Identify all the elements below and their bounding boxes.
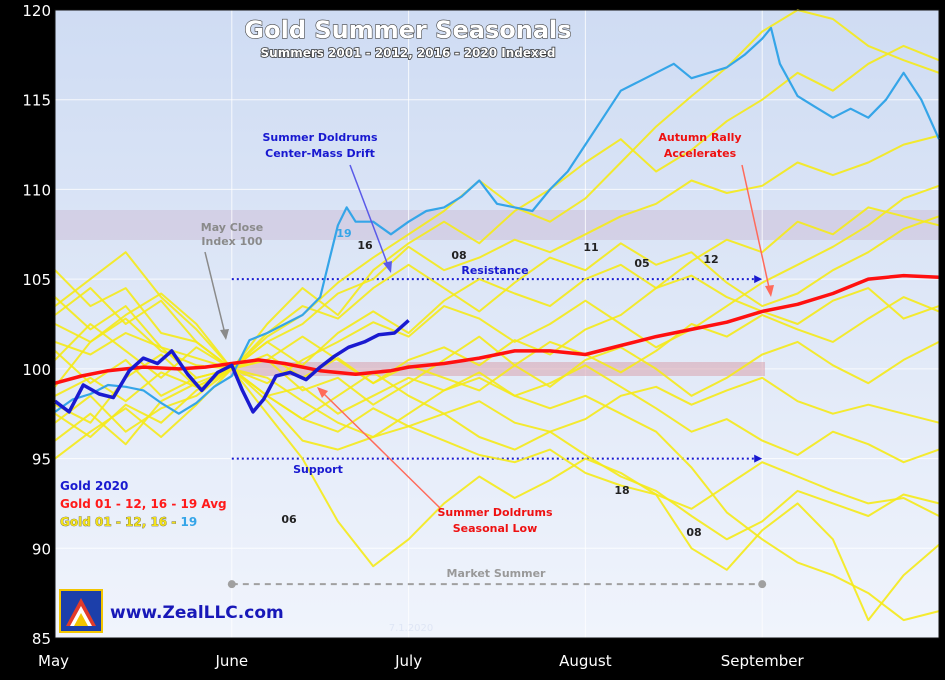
legend: Gold 2020 Gold 01 - 12, 16 - 19 Avg Gold… (60, 479, 227, 529)
y-tick-label: 95 (32, 451, 51, 469)
year-label-16: 16 (357, 239, 373, 252)
support-label: Support (293, 463, 343, 476)
annotation-may-close-arrow (204, 251, 227, 339)
annotation-doldrums-drift-arrow (349, 164, 390, 269)
series-line-gold-01-12-16-19-avg (54, 273, 940, 385)
x-tick-label: September (721, 652, 805, 670)
plot-shade-band (55, 210, 939, 240)
annotation-doldrums-drift-1: Summer Doldrums (263, 131, 378, 144)
series-line-19 (54, 26, 941, 415)
series-layer (53, 9, 941, 622)
year-label-18: 18 (614, 484, 629, 497)
year-label-12: 12 (703, 253, 718, 266)
series-line-yellow-11 (54, 350, 940, 541)
reference-line-start-dot (227, 580, 236, 589)
year-label-06: 06 (281, 513, 297, 526)
watermark-url[interactable]: www.ZealLLC.com (110, 603, 284, 623)
plot-border (54, 9, 940, 639)
reference-line-arrowhead (754, 454, 763, 463)
annotation-autumn-rally-arrowhead (765, 285, 774, 297)
year-label-19: 19 (336, 227, 351, 240)
annotation-seasonal-low-arrow (321, 391, 441, 509)
year-label-11: 11 (583, 241, 598, 254)
y-tick-label: 85 (32, 630, 51, 648)
x-tick-label: June (214, 652, 248, 670)
legend-gold-avg: Gold 01 - 12, 16 - 19 Avg (60, 497, 227, 511)
y-tick-label: 115 (22, 92, 51, 110)
year-label-05: 05 (634, 257, 649, 270)
market-summer-label: Market Summer (447, 567, 547, 580)
y-tick-label: 100 (22, 361, 51, 379)
series-line-yellow-03 (54, 367, 940, 517)
series-line-yellow-15 (54, 296, 940, 424)
annotation-autumn-rally-arrow (741, 164, 771, 293)
series-line-yellow-01 (54, 332, 940, 433)
series-line-yellow-14 (54, 44, 940, 370)
zeal-logo (59, 589, 103, 633)
x-tick-label: July (394, 652, 422, 670)
legend-gold-years: Gold 01 - 12, 16 - 19 (60, 515, 197, 529)
y-tick-label: 120 (22, 2, 51, 20)
annotation-may-close-1: May Close (201, 221, 263, 234)
y-tick-label: 110 (22, 181, 51, 199)
date-label: 7.1.2020 (389, 623, 434, 634)
legend-gold-2020: Gold 2020 (60, 479, 128, 493)
reference-line-arrowhead (754, 275, 763, 284)
reference-line-end-dot (758, 580, 767, 589)
y-tick-label: 90 (32, 540, 51, 558)
annotation-doldrums-drift-arrowhead (383, 261, 392, 273)
x-tick-label: May (38, 652, 69, 670)
legend-gold-years-text: Gold 01 - 12, 16 - (60, 515, 180, 529)
chart-title: Gold Summer Seasonals (244, 16, 571, 44)
annotation-may-close-2: Index 100 (201, 235, 262, 248)
x-tick-label: August (559, 652, 612, 670)
y-axis: 120 115 110 105 100 95 90 85 (22, 2, 51, 648)
series-line-yellow-06 (54, 364, 940, 464)
series-line-gold-2020 (53, 319, 410, 414)
chart-subtitle: Summers 2001 - 2012, 2016 - 2020 Indexed (261, 46, 556, 60)
y-tick-label: 105 (22, 271, 51, 289)
annotation-may-close-arrowhead (220, 329, 229, 340)
series-line-yellow-08 (54, 269, 940, 406)
annotation-seasonal-low-arrowhead (317, 387, 328, 398)
annotation-autumn-rally-1: Autumn Rally (658, 131, 741, 144)
annotation-seasonal-low-2: Seasonal Low (453, 522, 538, 535)
plot-background (55, 10, 939, 638)
series-line-yellow-09 (54, 9, 940, 370)
annotation-autumn-rally-2: Accelerates (664, 147, 737, 160)
year-label-08a: 08 (451, 249, 466, 262)
year-labels: 19 16 08 11 05 12 18 08 06 (281, 227, 718, 539)
annotation-seasonal-low-1: Summer Doldrums (438, 506, 553, 519)
annotation-doldrums-drift-2: Center-Mass Drift (265, 147, 375, 160)
resistance-label: Resistance (461, 264, 528, 277)
year-label-08b: 08 (686, 526, 701, 539)
x-axis: May June July August September (38, 652, 804, 670)
legend-gold-years-suffix: 19 (180, 515, 197, 529)
series-line-yellow-07 (54, 184, 940, 385)
